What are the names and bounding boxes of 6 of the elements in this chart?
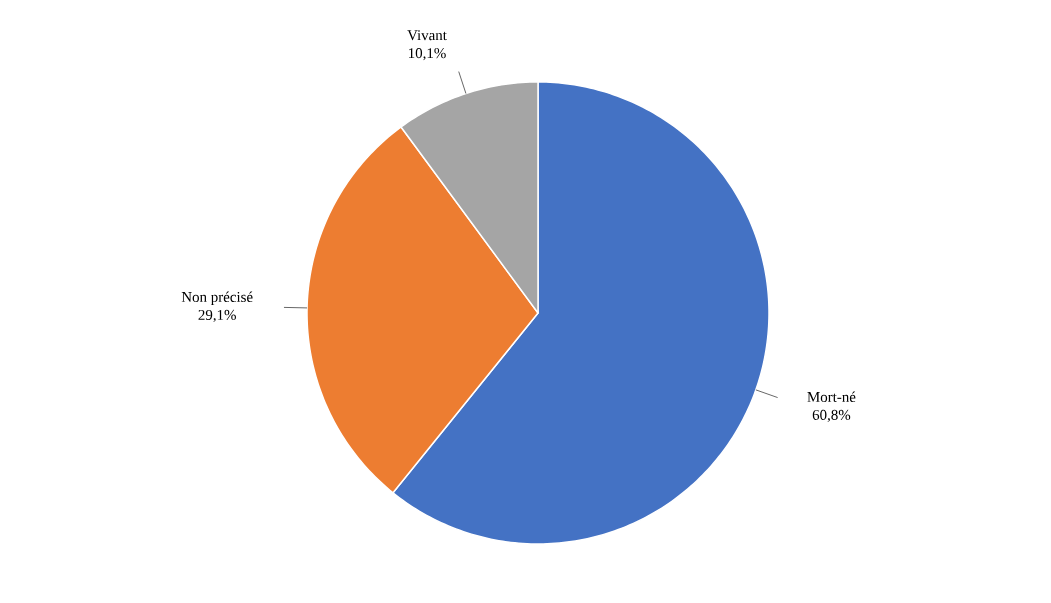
slice-label: Mort-né <box>807 391 856 402</box>
data-label: 60,8% <box>812 409 851 423</box>
data-label: 10,1% <box>409 48 446 61</box>
data-label: 29,1% <box>198 309 236 323</box>
slice-label: Vivant <box>407 30 447 41</box>
slice-label: Non précisé <box>181 291 253 306</box>
